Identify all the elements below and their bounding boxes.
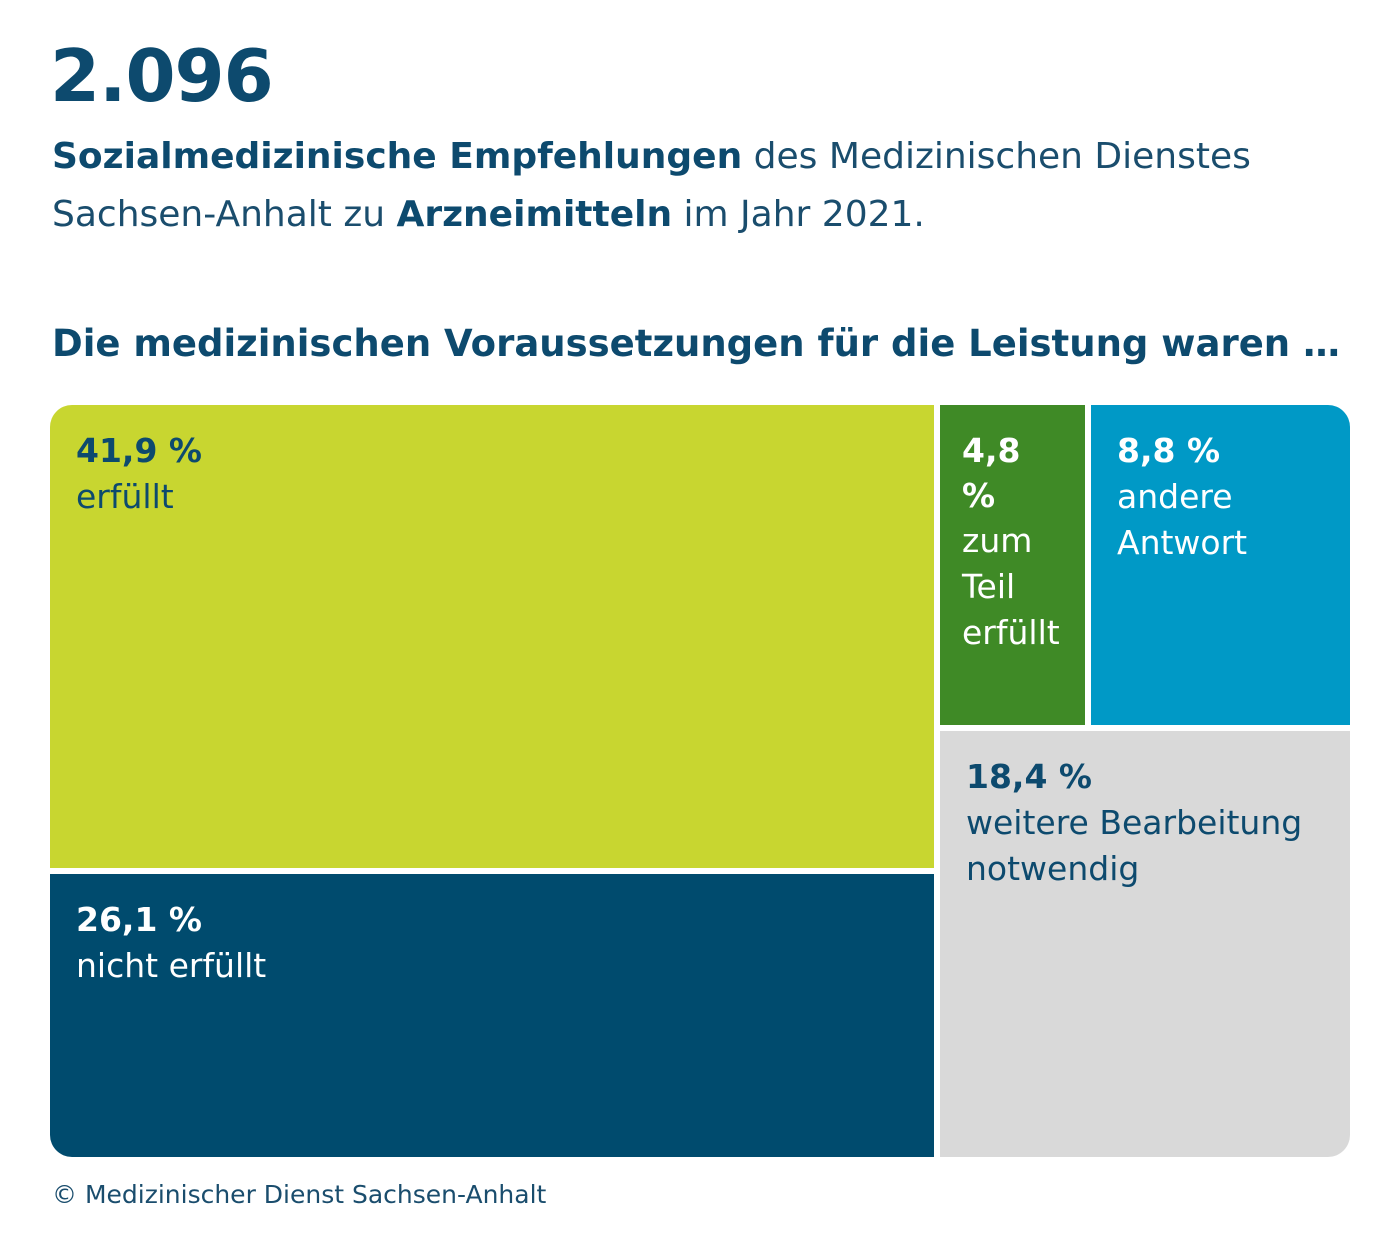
treemap-tile: 4,8 % zum Teil erfüllt xyxy=(940,405,1085,725)
subtitle-text-2: Sachsen-Anhalt zu xyxy=(52,194,397,235)
tile-value-label: 18,4 % xyxy=(966,757,1092,796)
tile-category-label: nicht erfüllt xyxy=(76,945,267,985)
tile-value-label: 41,9 % xyxy=(76,431,202,470)
treemap-tile: 26,1 % nicht erfüllt xyxy=(50,874,934,1157)
treemap-tile: 41,9 % erfüllt xyxy=(50,405,934,868)
subtitle-bold-2: Arzneimitteln xyxy=(396,194,673,235)
copyright-footer: © Medizinischer Dienst Sachsen-Anhalt xyxy=(52,1180,547,1209)
chart-subtitle: Sozialmedizinische Empfehlungen des Medi… xyxy=(52,128,1352,244)
subtitle-text-1: des Medizinischen Dienstes xyxy=(742,136,1251,177)
tile-value-label: 4,8 % xyxy=(962,431,1021,515)
treemap-tile: 18,4 % weitere Bearbeitung notwendig xyxy=(940,731,1350,1157)
treemap-tile: 8,8 % andere Antwort xyxy=(1091,405,1350,725)
tile-category-label: weitere Bearbeitung notwendig xyxy=(966,802,1303,888)
subtitle-bold-1: Sozialmedizinische Empfehlungen xyxy=(52,136,743,177)
total-count: 2.096 xyxy=(50,34,274,118)
tile-value-label: 26,1 % xyxy=(76,900,202,939)
tile-category-label: andere Antwort xyxy=(1117,476,1248,562)
treemap-chart: 41,9 % erfüllt 26,1 % nicht erfüllt 4,8 % zum… xyxy=(50,405,1350,1157)
tile-category-label: erfüllt xyxy=(76,476,174,516)
tile-value-label: 8,8 % xyxy=(1117,431,1221,470)
chart-question: Die medizinischen Voraussetzungen für di… xyxy=(52,322,1341,365)
subtitle-text-3: im Jahr 2021. xyxy=(672,194,925,235)
tile-category-label: zum Teil erfüllt xyxy=(962,521,1060,653)
